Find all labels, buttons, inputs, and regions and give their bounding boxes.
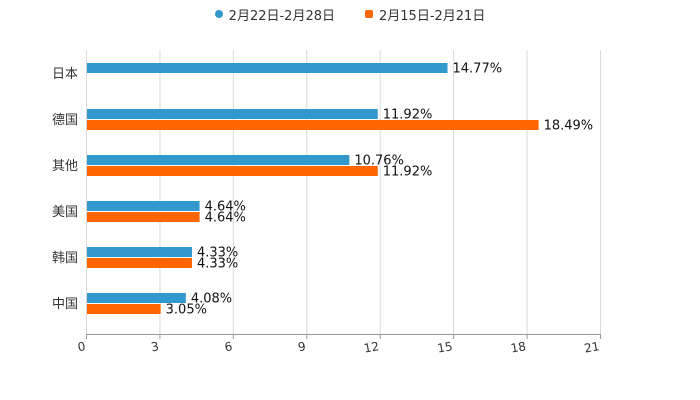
category-label-5: 中国 [52,297,78,312]
data-label-s2-2: 11.92% [383,165,433,180]
bar-s1-1 [87,109,378,119]
category-label-0: 日本 [52,67,78,82]
x-tick-label-3: 3 [150,339,160,354]
data-label-s1-0: 14.77% [453,62,503,77]
legend-label-series-2: 2月15日-2月21日 [379,8,486,24]
x-tick-label-12: 12 [363,339,380,355]
legend-item-series-2[interactable]: 2月15日-2月21日 [365,5,485,24]
data-label-s1-1: 11.92% [383,108,433,123]
bar-s1-3 [87,201,200,211]
category-label-2: 其他 [52,159,78,174]
data-label-s2-4: 4.33% [197,257,238,272]
data-label-s2-5: 3.05% [166,303,207,318]
x-tick-label-9: 9 [297,339,307,354]
legend-circle-icon [214,10,223,18]
bar-s1-4 [87,247,192,257]
bar-s1-5 [87,293,186,303]
bar-s2-1 [87,120,539,130]
data-label-s1-5: 4.08% [191,292,232,307]
category-label-4: 韩国 [52,251,78,266]
legend: 2月22日-2月28日 2月15日-2月21日 [0,4,700,24]
bar-s2-5 [87,304,161,314]
bar-s1-2 [87,155,350,165]
data-label-s1-4: 4.33% [197,246,238,261]
x-tick-label-21: 21 [583,339,600,355]
bar-s2-2 [87,166,378,176]
data-label-s2-3: 4.64% [205,211,246,226]
category-label-1: 德国 [52,113,78,128]
data-label-s1-3: 4.64% [205,200,246,215]
legend-item-series-1[interactable]: 2月22日-2月28日 [214,5,335,24]
legend-square-icon [365,10,373,18]
bar-s2-3 [87,212,200,222]
data-label-s1-2: 10.76% [354,154,404,169]
x-tick-label-18: 18 [510,339,527,355]
bar-s2-4 [87,258,192,268]
legend-label-series-1: 2月22日-2月28日 [228,8,335,24]
bar-s1-0 [87,63,448,73]
x-tick-label-15: 15 [436,339,453,355]
x-tick-label-0: 0 [77,339,87,354]
category-label-3: 美国 [52,205,78,220]
x-tick-label-6: 6 [223,339,233,354]
data-label-s2-1: 18.49% [544,119,594,134]
